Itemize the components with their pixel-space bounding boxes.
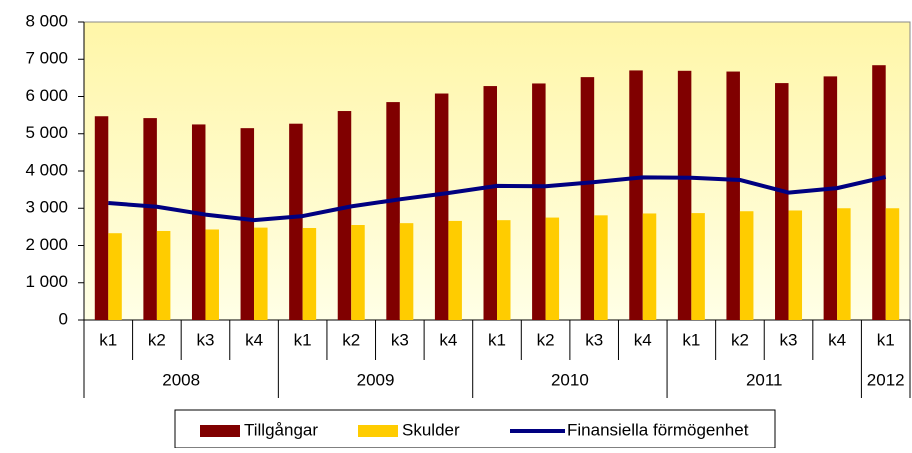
bar <box>885 208 900 320</box>
y-tick-label: 5 000 <box>25 123 68 142</box>
y-tick-label: 3 000 <box>25 198 68 217</box>
line <box>108 175 887 223</box>
bar <box>254 227 268 320</box>
bar <box>191 124 206 320</box>
x-tick-label: k4 <box>439 330 457 349</box>
x-tick-label: k4 <box>245 330 263 349</box>
x-tick-label: k1 <box>294 330 312 349</box>
x-tick-label: k3 <box>585 330 603 349</box>
bar <box>872 65 886 321</box>
bar <box>289 123 303 320</box>
x-tick-label: k3 <box>196 330 214 349</box>
legend-label: Skulder <box>402 420 460 439</box>
group-label: 2009 <box>357 370 395 389</box>
legend-box <box>174 409 776 449</box>
bar <box>94 116 109 321</box>
x-tick-label: k1 <box>99 330 117 349</box>
x-tick-label: k2 <box>731 330 749 349</box>
bar <box>205 229 219 320</box>
bar <box>108 233 122 320</box>
y-tick-label: 2 000 <box>25 235 68 254</box>
bar <box>823 76 838 320</box>
bar <box>642 213 657 320</box>
bar <box>448 220 462 320</box>
group-label: 2010 <box>551 370 589 389</box>
x-tick-label: k3 <box>391 330 409 349</box>
bar <box>691 213 705 320</box>
bar <box>580 77 595 320</box>
bar <box>739 211 754 320</box>
x-tick-label: k2 <box>148 330 166 349</box>
legend-swatch <box>358 425 398 437</box>
bar <box>837 208 851 320</box>
x-tick-label: k1 <box>488 330 506 349</box>
legend-label: Finansiella förmögenhet <box>567 420 749 439</box>
bar <box>434 93 449 321</box>
y-tick-label: 7 000 <box>25 49 68 68</box>
bar <box>545 217 560 320</box>
bar <box>386 102 400 321</box>
x-tick-label: k3 <box>780 330 798 349</box>
x-tick-label: k1 <box>682 330 700 349</box>
y-tick-label: 0 <box>59 309 68 328</box>
bar <box>775 83 789 320</box>
group-label: 2012 <box>867 370 905 389</box>
bar <box>497 220 511 320</box>
x-tick-label: k4 <box>828 330 846 349</box>
x-tick-label: k2 <box>342 330 360 349</box>
y-tick-label: 6 000 <box>25 86 68 105</box>
bar <box>337 111 352 320</box>
group-label: 2008 <box>162 370 200 389</box>
x-tick-label: k4 <box>634 330 652 349</box>
y-tick-label: 1 000 <box>25 272 68 291</box>
bar <box>156 230 171 320</box>
legend-label: Tillgångar <box>244 420 318 439</box>
bar <box>399 223 414 320</box>
bar <box>143 118 157 320</box>
bar <box>726 71 740 320</box>
legend-swatch <box>200 425 240 437</box>
bar <box>677 70 692 320</box>
y-tick-label: 8 000 <box>25 11 68 30</box>
bar <box>240 128 255 320</box>
x-tick-label: k1 <box>877 330 895 349</box>
bar <box>532 83 546 321</box>
x-tick-label: k2 <box>537 330 555 349</box>
bar <box>629 70 643 320</box>
bar <box>351 225 365 320</box>
bar <box>788 210 803 320</box>
group-label: 2011 <box>746 370 783 389</box>
bar <box>302 227 317 320</box>
bar <box>594 215 608 320</box>
bar <box>483 86 497 320</box>
y-tick-label: 4 000 <box>25 160 68 179</box>
